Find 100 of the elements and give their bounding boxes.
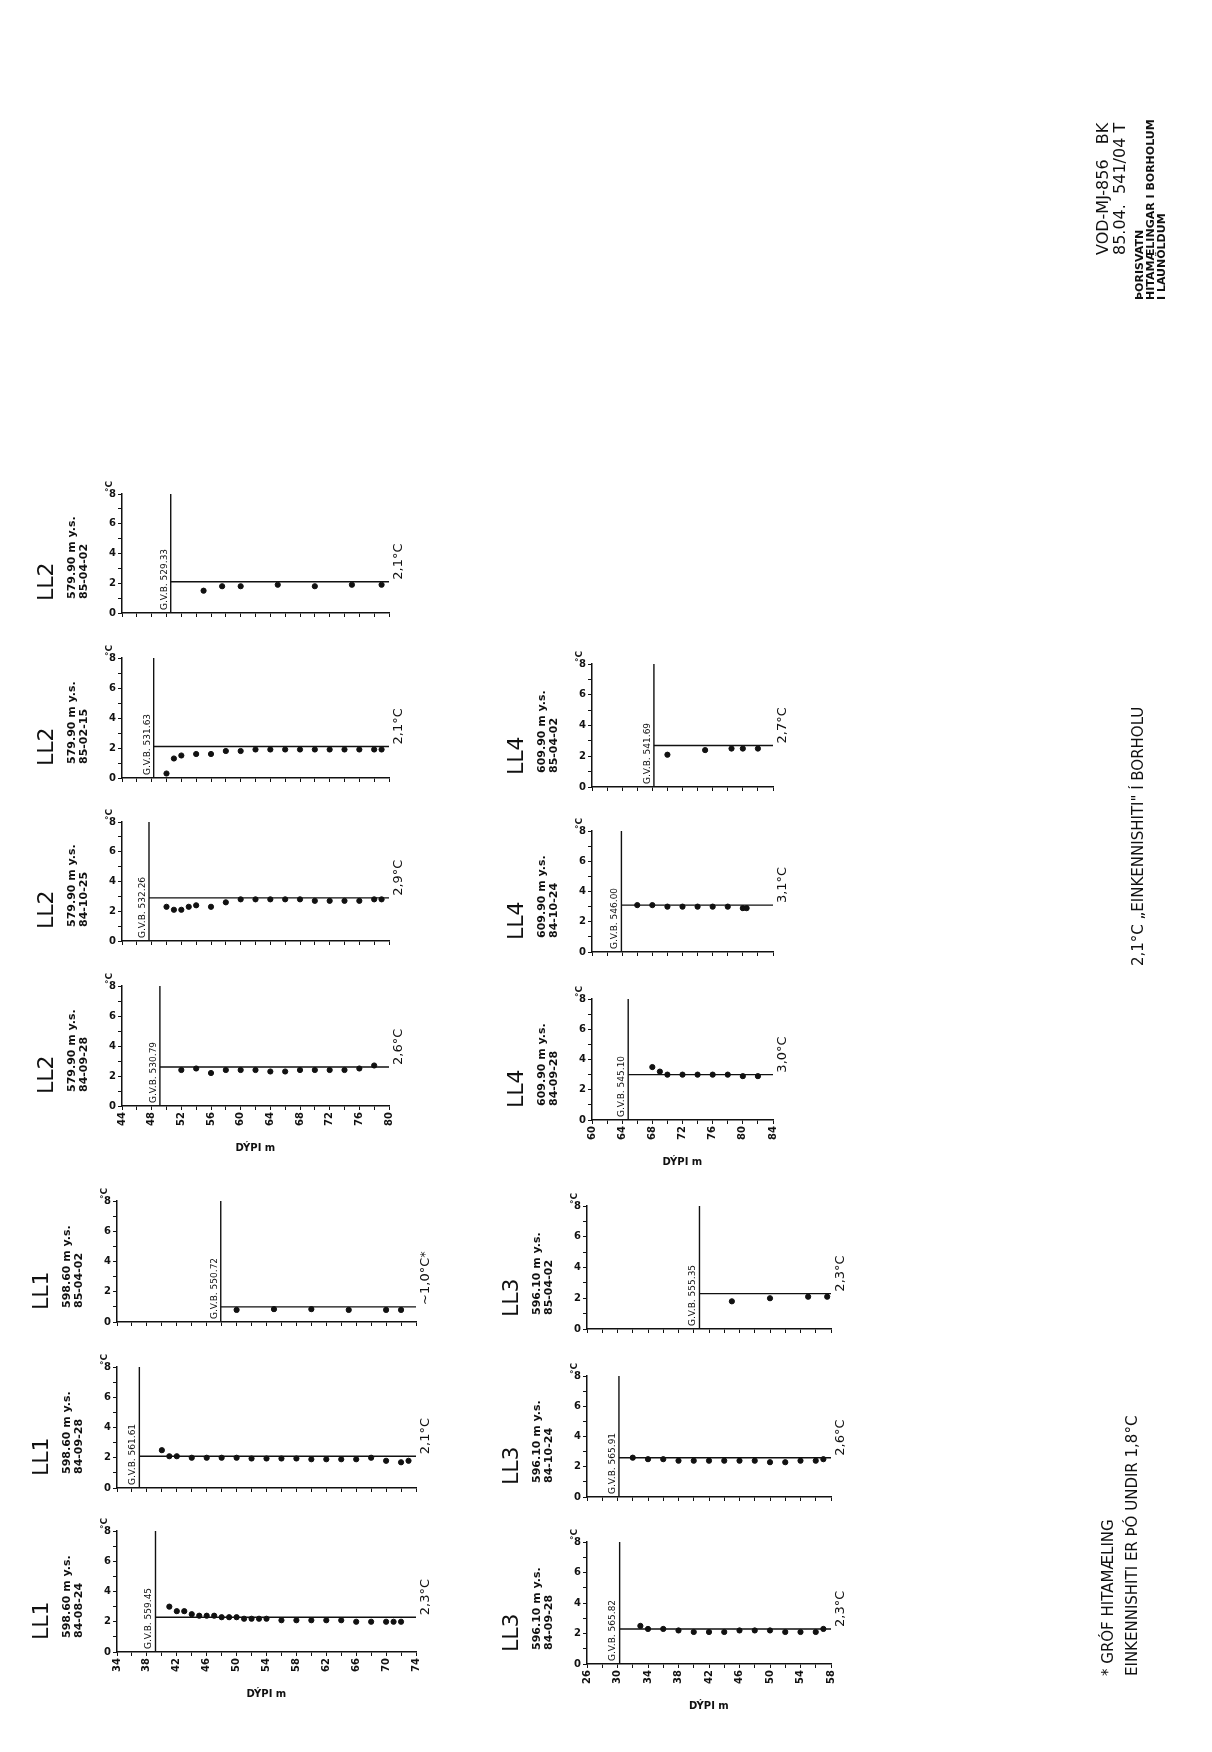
ref-line-label: G.V.B. 559.45 <box>143 1587 154 1649</box>
x-tick-label: 76 <box>706 1125 718 1140</box>
x-tick-label: 58 <box>824 1669 836 1684</box>
x-tick-label: 50 <box>763 1669 775 1684</box>
x-tick-label: 58 <box>289 1657 301 1672</box>
y-tick-label: 6 <box>579 688 587 700</box>
x-tick-label: 68 <box>645 1125 657 1140</box>
text: LL3 <box>498 1446 524 1485</box>
y-tick-label: 2 <box>109 576 117 588</box>
text: * GRÓF HITAMÆLING <box>1099 1519 1117 1676</box>
text: ÞORISVATN <box>1133 229 1146 300</box>
y-tick-label: 2 <box>104 1615 112 1627</box>
ref-line-label: G.V.B. 565.91 <box>606 1432 617 1494</box>
x-tick-label: 54 <box>260 1657 272 1672</box>
y-tick-label: 4 <box>109 711 117 723</box>
ref-line-label: G.V.B. 541.69 <box>641 722 652 784</box>
x-tick-label: 34 <box>641 1669 653 1684</box>
ref-line-label: G.V.B. 561.61 <box>127 1423 138 1485</box>
x-tick-label: 76 <box>352 1111 364 1126</box>
x-tick-label: 26 <box>580 1669 592 1684</box>
x-tick-label: 60 <box>234 1111 246 1126</box>
y-tick-label: 4 <box>109 875 117 887</box>
ref-line-label: 2,6°C <box>831 1419 847 1456</box>
y-tick-label: 4 <box>104 1585 112 1597</box>
text: I LAUNÖLDUM <box>1155 213 1169 300</box>
y-tick-label: 0 <box>104 1315 112 1327</box>
text: VOD-MJ-856 BK <box>1093 122 1112 255</box>
x-tick-label: 74 <box>409 1657 421 1672</box>
text: 609.90 m y.s. 85-04-02 <box>535 690 561 773</box>
y-tick-label: 6 <box>574 1399 582 1411</box>
ref-line-label: 2,7°C <box>773 707 789 744</box>
y-tick-label: 6 <box>574 1230 582 1242</box>
text: 596.10 m y.s. 84-09-28 <box>530 1567 556 1650</box>
y-tick-label: 6 <box>109 517 117 529</box>
y-tick-label: 6 <box>109 845 117 857</box>
y-tick-label: 0 <box>574 1657 582 1669</box>
text: 579.90 m y.s. 84-09-28 <box>65 1009 91 1092</box>
x-tick-label: 42 <box>170 1657 182 1672</box>
x-tick-label: 30 <box>611 1669 623 1684</box>
x-axis-title: DÝPI m <box>235 1142 276 1153</box>
text: LL2 <box>33 562 59 601</box>
x-tick-label: 80 <box>382 1111 394 1126</box>
ref-line-label: 2,1°C <box>389 708 405 745</box>
y-tick-label: 2 <box>109 741 117 753</box>
x-tick-label: 46 <box>200 1657 212 1672</box>
y-tick-label: 4 <box>574 1596 582 1608</box>
y-tick-label: 4 <box>579 1053 587 1065</box>
ref-line-label: G.V.B. 555.35 <box>687 1264 698 1326</box>
x-tick-label: 64 <box>615 1125 627 1140</box>
y-tick-label: 0 <box>109 1099 117 1111</box>
text: LL2 <box>33 1055 59 1094</box>
y-tick-label: 0 <box>579 945 587 957</box>
y-tick-label: 6 <box>579 854 587 866</box>
y-tick-label: 0 <box>579 780 587 792</box>
x-tick-label: 60 <box>585 1125 597 1140</box>
y-tick-label: 4 <box>109 547 117 559</box>
text: 609.90 m y.s. 84-09-28 <box>535 1023 561 1106</box>
x-tick-label: 50 <box>230 1657 242 1672</box>
y-tick-label: 6 <box>109 681 117 693</box>
text: 596.10 m y.s. 84-10-24 <box>530 1400 556 1483</box>
y-tick-label: 2 <box>579 1083 587 1095</box>
text: LL2 <box>33 727 59 766</box>
x-tick-label: 56 <box>204 1111 216 1126</box>
x-tick-label: 52 <box>174 1111 186 1126</box>
x-tick-label: 42 <box>702 1669 714 1684</box>
y-tick-label: 6 <box>104 1554 112 1566</box>
ref-line-label: ~1,0°C* <box>416 1250 432 1305</box>
text: LL4 <box>503 1069 529 1108</box>
ref-line-label: G.V.B. 546.00 <box>609 887 620 949</box>
text: LL4 <box>503 736 529 775</box>
x-tick-label: 38 <box>140 1657 152 1672</box>
y-tick-label: 2 <box>579 915 587 927</box>
y-tick-label: 0 <box>104 1645 112 1657</box>
x-tick-label: 46 <box>733 1669 745 1684</box>
y-tick-label: 6 <box>104 1224 112 1236</box>
y-tick-label: 4 <box>574 1430 582 1442</box>
y-tick-label: 2 <box>109 904 117 916</box>
y-tick-label: 2 <box>104 1451 112 1463</box>
x-tick-label: 34 <box>110 1657 122 1672</box>
y-tick-label: 6 <box>104 1390 112 1402</box>
text: LL2 <box>33 890 59 929</box>
x-tick-label: 84 <box>766 1125 778 1140</box>
x-tick-label: 80 <box>736 1125 748 1140</box>
ref-line-label: 2,3°C <box>831 1255 847 1292</box>
text: EINKENNISHITI ER ÞÓ UNDIR 1,8°C <box>1123 1415 1141 1676</box>
text: LL4 <box>503 901 529 940</box>
ref-line-label: 2,3°C <box>416 1578 432 1616</box>
y-tick-label: 6 <box>109 1009 117 1021</box>
x-tick-label: 72 <box>676 1125 688 1140</box>
y-tick-label: 4 <box>104 1255 112 1267</box>
x-tick-label: 64 <box>263 1111 275 1126</box>
y-tick-label: 2 <box>574 1291 582 1303</box>
text: LL1 <box>28 1601 54 1640</box>
y-tick-label: 4 <box>104 1421 112 1433</box>
y-tick-label: 6 <box>574 1566 582 1578</box>
text: 579.90 m y.s. 84-10-25 <box>65 844 91 927</box>
y-tick-label: 0 <box>574 1490 582 1502</box>
text: 579.90 m y.s. 85-02-15 <box>65 681 91 764</box>
y-tick-label: 2 <box>574 1627 582 1639</box>
ref-line-label: 2,6°C <box>389 1028 405 1065</box>
